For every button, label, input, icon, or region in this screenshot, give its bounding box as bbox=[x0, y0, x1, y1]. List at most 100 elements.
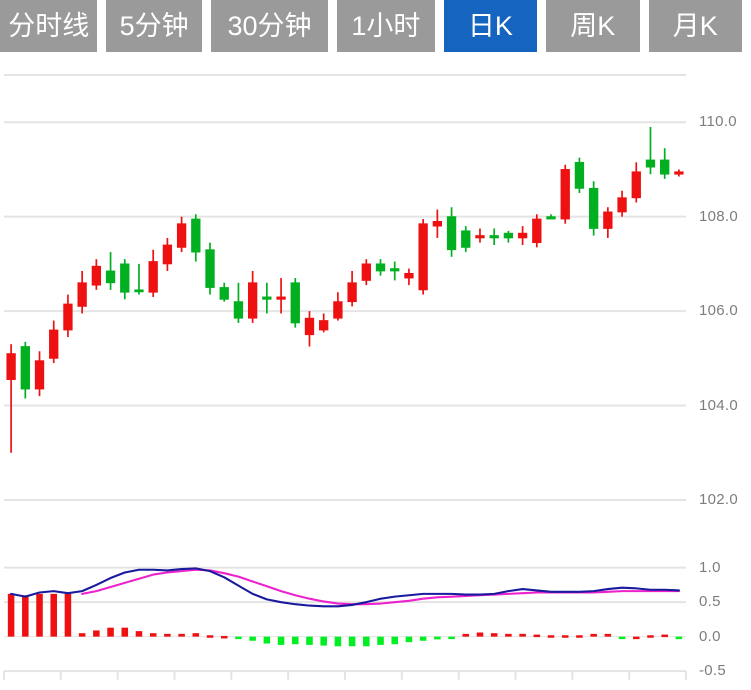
macd-axis-label-1.0: 1.0 bbox=[699, 558, 721, 576]
candle-body bbox=[219, 287, 229, 300]
tab-m5[interactable]: 5分钟 bbox=[106, 0, 202, 52]
price-axis-label-108.0: 108.0 bbox=[699, 207, 739, 225]
candle-body bbox=[574, 161, 585, 189]
macd-bar bbox=[7, 593, 15, 637]
macd-bar bbox=[618, 636, 626, 640]
candle-body bbox=[631, 171, 641, 199]
tab-dayk[interactable]: 日K bbox=[443, 0, 538, 52]
macd-axis-label--0.5: -0.5 bbox=[699, 662, 727, 680]
tab-label: 月K bbox=[672, 10, 718, 41]
candle-body bbox=[660, 159, 670, 175]
macd-bar bbox=[377, 636, 384, 645]
candle-body bbox=[290, 282, 300, 324]
macd-bar bbox=[363, 636, 370, 647]
candle-body bbox=[517, 232, 528, 239]
macd-axis-label-0.5: 0.5 bbox=[699, 593, 721, 611]
candlestick-series bbox=[6, 126, 684, 453]
macd-bar bbox=[419, 636, 427, 641]
macd-bar bbox=[277, 636, 285, 645]
candle-body bbox=[461, 230, 471, 248]
candle-body bbox=[319, 320, 329, 331]
candle-body bbox=[375, 263, 386, 272]
macd-bar bbox=[647, 635, 654, 638]
macd-bar bbox=[633, 636, 640, 640]
tab-h1[interactable]: 1小时 bbox=[337, 0, 435, 52]
macd-bar bbox=[476, 632, 484, 637]
tab-label: 30分钟 bbox=[227, 10, 312, 41]
candle-body bbox=[674, 171, 684, 175]
macd-bar bbox=[135, 631, 143, 637]
macd-bar bbox=[220, 635, 228, 639]
tab-label: 1小时 bbox=[351, 10, 421, 41]
candlestick-macd-plot bbox=[3, 74, 687, 681]
candle-body bbox=[262, 296, 272, 300]
macd-bar bbox=[178, 633, 185, 637]
price-axis-label-102.0: 102.0 bbox=[699, 491, 739, 508]
candle-body bbox=[247, 282, 258, 319]
candle-body bbox=[603, 211, 613, 229]
macd-bar bbox=[334, 636, 342, 647]
candle-body bbox=[34, 360, 45, 390]
price-axis-label-110.0: 110.0 bbox=[699, 113, 737, 131]
macd-bar bbox=[263, 636, 271, 644]
macd-bar bbox=[405, 636, 413, 643]
macd-bar bbox=[292, 636, 299, 645]
candle-body bbox=[6, 353, 16, 380]
macd-bar bbox=[164, 633, 171, 637]
tab-m30[interactable]: 30分钟 bbox=[210, 0, 329, 52]
macd-bar bbox=[448, 636, 455, 640]
macd-bar bbox=[561, 635, 569, 638]
macd-bar bbox=[192, 633, 200, 637]
macd-bar bbox=[391, 636, 398, 645]
candle-body bbox=[63, 303, 73, 331]
candle-body bbox=[162, 244, 173, 265]
macd-bar bbox=[107, 627, 114, 637]
macd-bar bbox=[519, 633, 526, 637]
tab-weekk[interactable]: 周K bbox=[546, 0, 640, 52]
candle-body bbox=[176, 223, 187, 248]
dif-line bbox=[10, 567, 680, 608]
candle-body bbox=[617, 197, 627, 213]
macd-bar bbox=[78, 633, 86, 637]
price-axis-label-106.0: 106.0 bbox=[699, 302, 739, 320]
macd-bar bbox=[206, 635, 214, 638]
macd-bar bbox=[505, 633, 512, 637]
chart-area[interactable]: 110.0 108.0 106.0 104.0 102.0 1.0 0.5 0.0 -0.5 bbox=[0, 58, 751, 690]
macd-bar bbox=[547, 635, 555, 638]
macd-bar bbox=[661, 634, 668, 638]
candle-body bbox=[418, 223, 428, 291]
candle-body bbox=[333, 301, 343, 319]
candle-body bbox=[560, 169, 570, 220]
candle-body bbox=[105, 270, 116, 284]
candle-body bbox=[49, 329, 59, 359]
candle-body bbox=[233, 301, 244, 319]
macd-bar bbox=[249, 636, 256, 641]
candle-body bbox=[120, 263, 130, 293]
candle-body bbox=[148, 261, 158, 293]
tab-label: 5分钟 bbox=[119, 10, 189, 41]
macd-bar bbox=[121, 627, 129, 637]
macd-bar bbox=[36, 593, 43, 637]
macd-bar bbox=[22, 595, 29, 637]
candle-body bbox=[304, 317, 315, 336]
tab-monthk[interactable]: 月K bbox=[648, 0, 742, 52]
candle-body bbox=[134, 289, 144, 293]
macd-bar bbox=[320, 636, 327, 646]
candle-body bbox=[77, 282, 87, 307]
macd-histogram bbox=[7, 593, 683, 647]
tab-label: 分时线 bbox=[8, 10, 90, 41]
candle-body bbox=[432, 220, 443, 227]
macd-bar bbox=[64, 593, 72, 637]
candle-body bbox=[191, 218, 201, 253]
price-axis-label-104.0: 104.0 bbox=[699, 396, 739, 414]
macd-bar bbox=[306, 636, 313, 645]
candle-body bbox=[503, 232, 514, 239]
candle-body bbox=[347, 282, 357, 303]
period-tab-bar: 分时线 5分钟 30分钟 1小时 日K 周K 月K bbox=[0, 0, 751, 58]
macd-bar bbox=[462, 633, 470, 637]
candle-body bbox=[489, 235, 499, 239]
candle-body bbox=[404, 272, 414, 279]
candle-body bbox=[91, 265, 102, 286]
tab-intraday[interactable]: 分时线 bbox=[0, 0, 98, 52]
